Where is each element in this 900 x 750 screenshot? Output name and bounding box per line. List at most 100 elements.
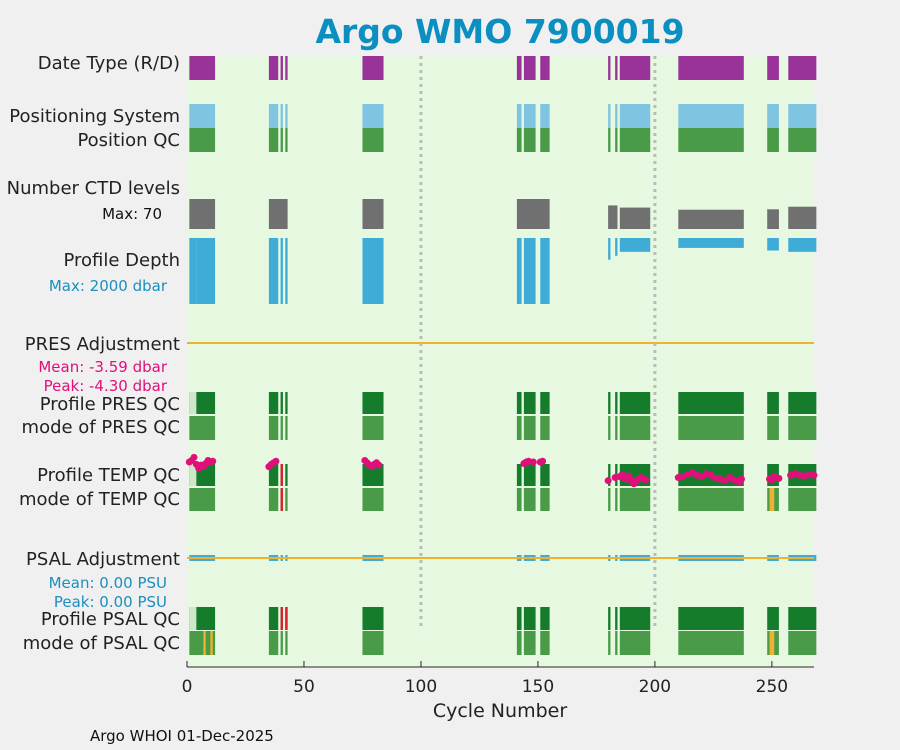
- profile-psal-qc-bar: [678, 607, 744, 630]
- date-type-bar: [516, 56, 522, 80]
- profile-depth-bar: [196, 238, 216, 304]
- profile-psal-qc-bar: [523, 607, 536, 630]
- temp-qc-point: [642, 476, 650, 484]
- positioning-bar: [788, 104, 817, 128]
- positioning-bar: [523, 104, 536, 128]
- label-mode-temp-qc: mode of TEMP QC: [19, 489, 180, 510]
- positioning-bar: [362, 104, 384, 128]
- profile-pres-qc-bar: [678, 392, 744, 414]
- position-qc-bar: [608, 128, 611, 152]
- position-qc-bar: [268, 128, 279, 152]
- position-qc-bar: [189, 128, 216, 152]
- temp-qc-point: [375, 461, 383, 469]
- x-tick-label: 0: [182, 677, 193, 697]
- date-type-bar: [540, 56, 550, 80]
- profile-depth-bar: [523, 238, 536, 304]
- profile-depth-bar: [280, 238, 283, 304]
- positioning-bar: [268, 104, 279, 128]
- profile-depth-bar: [767, 238, 779, 251]
- mode-psal-qc-bar: [362, 631, 384, 655]
- position-qc-bar: [540, 128, 550, 152]
- profile-depth-bar: [362, 238, 384, 304]
- positioning-bar: [516, 104, 522, 128]
- mode-pres-qc-bar: [189, 416, 216, 440]
- position-qc-bar: [619, 128, 651, 152]
- profile-depth-bar: [678, 238, 744, 248]
- ctd-levels-bar: [189, 199, 216, 229]
- profile-pres-qc-bar: [523, 392, 536, 414]
- profile-psal-qc-bar: [788, 607, 817, 630]
- temp-qc-point: [775, 474, 783, 482]
- label-profile-psal-qc: Profile PSAL QC: [41, 609, 180, 630]
- position-qc-bar: [615, 128, 618, 152]
- mode-pres-qc-bar: [523, 416, 536, 440]
- profile-depth-bar: [516, 238, 522, 304]
- data-strips: [187, 56, 817, 655]
- profile-pres-qc-bar: [619, 392, 651, 414]
- date-type-bar: [608, 56, 611, 80]
- label-profile-depth: Profile Depth: [63, 250, 180, 271]
- ctd-levels-bar: [516, 199, 550, 229]
- mode-pres-qc-bar: [615, 416, 618, 440]
- positioning-bar: [678, 104, 744, 128]
- mode-temp-qc-bar: [268, 488, 279, 511]
- date-type-bar: [619, 56, 651, 80]
- x-tick-label: 250: [756, 677, 788, 697]
- profile-temp-qc-bar: [540, 464, 550, 486]
- mode-temp-qc-bar: [619, 488, 651, 511]
- positioning-bar: [619, 104, 651, 128]
- mode-temp-qc-bar: [516, 488, 522, 511]
- mode-temp-qc-bar: [788, 488, 817, 511]
- mode-pres-qc-bar: [540, 416, 550, 440]
- profile-pres-qc-bar: [268, 392, 279, 414]
- profile-psal-qc-bar: [362, 607, 384, 630]
- label-pres-adjustment: PRES Adjustment: [25, 334, 180, 355]
- mode-temp-qc-bar: [362, 488, 384, 511]
- mode-temp-qc-bar: [608, 488, 611, 511]
- ctd-levels-bar: [767, 209, 779, 229]
- date-type-bar: [523, 56, 536, 80]
- label-positioning-system: Positioning System: [9, 106, 180, 127]
- mode-temp-qc-bar: [540, 488, 550, 511]
- mode-pres-qc-bar: [619, 416, 651, 440]
- profile-pres-qc-bar: [540, 392, 550, 414]
- temp-qc-point: [209, 457, 217, 465]
- ctd-levels-bar: [608, 205, 618, 229]
- ctd-levels-bar: [362, 199, 384, 229]
- position-qc-bar: [678, 128, 744, 152]
- label-pres-mean: Mean: -3.59 dbar: [38, 358, 168, 376]
- label-date-type: Date Type (R/D): [38, 53, 180, 74]
- label-depth-max: Max: 2000 dbar: [49, 277, 168, 295]
- mode-psal-qc-bar: [203, 631, 206, 655]
- label-psal-peak: Peak: 0.00 PSU: [54, 593, 167, 611]
- mode-psal-qc-bar: [285, 631, 288, 655]
- ctd-levels-bar: [268, 199, 288, 229]
- profile-temp-qc-bar: [608, 464, 611, 486]
- position-qc-bar: [285, 128, 288, 152]
- ctd-levels-bar: [678, 209, 744, 229]
- profile-temp-qc-bar: [523, 464, 536, 486]
- footer-credit: Argo WHOI 01-Dec-2025: [90, 727, 274, 745]
- label-mode-psal-qc: mode of PSAL QC: [23, 633, 180, 654]
- positioning-bar: [285, 104, 288, 128]
- date-type-bar: [362, 56, 384, 80]
- date-type-bar: [678, 56, 744, 80]
- positioning-bar: [540, 104, 550, 128]
- x-tick-label: 150: [522, 677, 554, 697]
- chart-title: Argo WMO 7900019: [315, 12, 684, 51]
- temp-qc-point: [604, 477, 612, 485]
- profile-temp-qc-bar: [285, 464, 288, 486]
- label-number-ctd-levels: Number CTD levels: [7, 178, 180, 199]
- position-qc-bar: [362, 128, 384, 152]
- profile-psal-qc-bar: [619, 607, 651, 630]
- mode-psal-qc-bar: [769, 631, 775, 655]
- profile-temp-qc-bar: [516, 464, 522, 486]
- position-qc-bar: [788, 128, 817, 152]
- mode-pres-qc-bar: [268, 416, 279, 440]
- profile-pres-qc-bar: [615, 392, 618, 414]
- profile-psal-qc-bar: [268, 607, 279, 630]
- date-type-bar: [280, 56, 283, 80]
- mode-pres-qc-bar: [678, 416, 744, 440]
- profile-depth-bar: [285, 238, 288, 304]
- label-profile-pres-qc: Profile PRES QC: [40, 394, 180, 415]
